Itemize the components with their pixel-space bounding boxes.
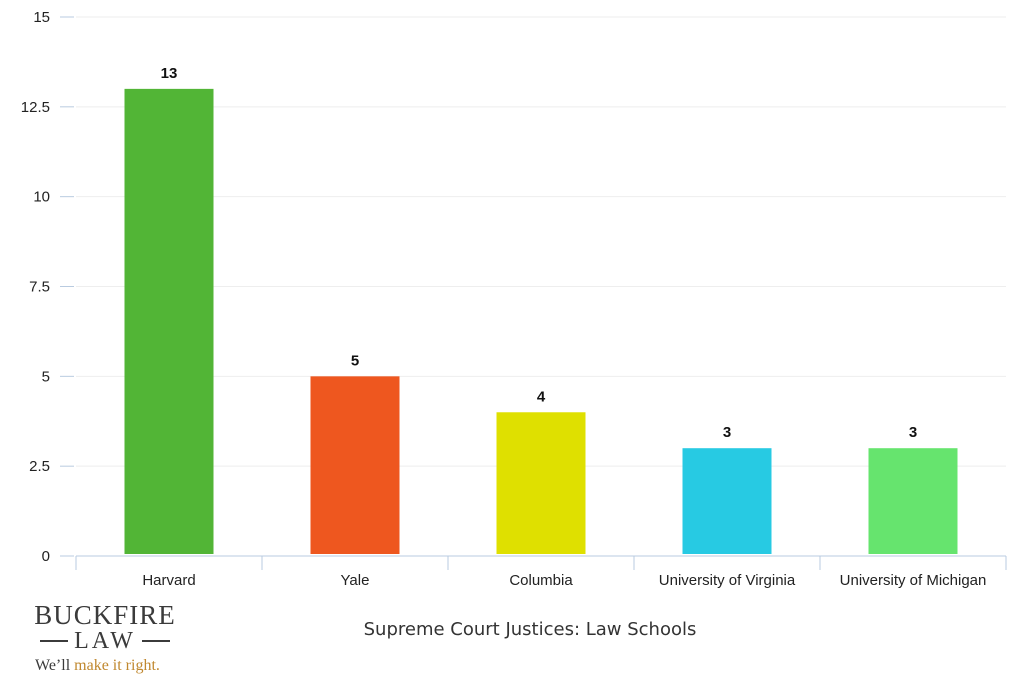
bars (124, 88, 958, 554)
category-label: University of Michigan (840, 572, 987, 589)
logo-name-bottom: LAW (74, 628, 136, 654)
y-tick-label: 7.5 (29, 279, 50, 296)
logo-tagline-accent: make it right. (74, 657, 160, 674)
bar (868, 448, 958, 554)
data-label: 3 (909, 424, 917, 441)
bar-chart: 0 2.5 5 7.5 10 12.5 15 13 Harvard 5 Yale 4 Columbia 3… (21, 9, 1007, 589)
data-label: 4 (537, 388, 546, 405)
logo-name-bottom-row: LAW (30, 629, 180, 653)
axes (60, 16, 1007, 570)
labels: 0 2.5 5 7.5 10 12.5 15 13 Harvard 5 Yale 4 Columbia 3… (21, 9, 987, 589)
logo-name-top: BUCKFIRE (34, 600, 176, 630)
grid-lines (76, 16, 1006, 467)
bar (682, 448, 772, 554)
logo-tagline: We’ll make it right. (30, 657, 180, 675)
data-label: 3 (723, 424, 731, 441)
y-tick-label: 2.5 (29, 458, 50, 475)
logo-rule-left (40, 640, 69, 642)
data-label: 13 (161, 65, 178, 82)
category-label: Yale (341, 572, 370, 589)
data-label: 5 (351, 352, 359, 369)
buckfire-law-logo: BUCKFIRE LAW We’ll make it right. (30, 601, 180, 675)
logo-rule-right (141, 640, 170, 642)
bar (124, 88, 214, 554)
bar (310, 376, 400, 554)
logo-tagline-lead: We’ll (35, 657, 75, 674)
category-label: Harvard (142, 572, 195, 589)
chart-title: Supreme Court Justices: Law Schools (363, 619, 697, 640)
y-tick-label: 0 (42, 548, 50, 565)
category-label: University of Virginia (659, 572, 796, 589)
y-tick-label: 15 (33, 9, 50, 26)
bar (496, 412, 586, 554)
y-tick-label: 5 (42, 368, 50, 385)
y-tick-label: 12.5 (21, 99, 50, 116)
category-label: Columbia (509, 572, 573, 589)
y-tick-label: 10 (33, 189, 50, 206)
